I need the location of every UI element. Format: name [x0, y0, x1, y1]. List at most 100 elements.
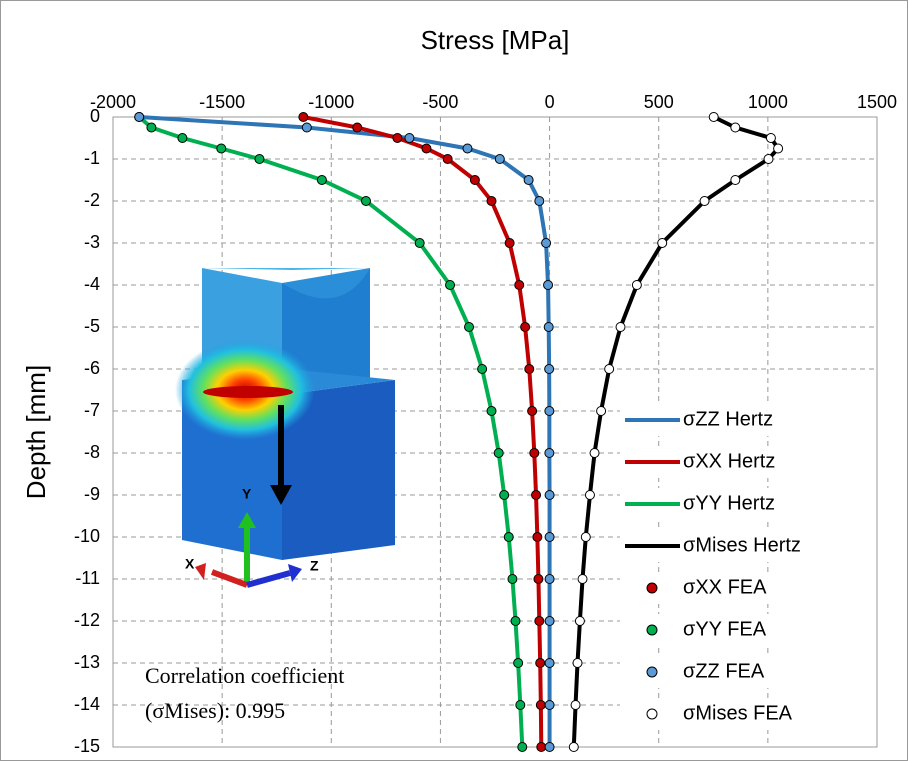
- y-tick-label: -11: [75, 568, 100, 588]
- data-point: [302, 123, 311, 132]
- legend-swatch: [647, 583, 657, 593]
- data-point: [528, 407, 537, 416]
- data-point: [515, 281, 524, 290]
- data-point: [545, 575, 554, 584]
- x-tick-label: 1500: [857, 92, 897, 112]
- data-point: [536, 701, 545, 710]
- y-tick-label: -4: [84, 274, 100, 294]
- chart-title: Stress [MPa]: [421, 25, 570, 55]
- y-axis-label: Depth [mm]: [21, 365, 51, 499]
- data-point: [573, 659, 582, 668]
- data-point: [361, 197, 370, 206]
- data-point: [597, 407, 606, 416]
- data-point: [415, 239, 424, 248]
- data-point: [495, 155, 504, 164]
- y-tick-label: -5: [84, 316, 100, 336]
- data-point: [511, 617, 520, 626]
- data-point: [578, 575, 587, 584]
- legend-label: σMises FEA: [683, 702, 793, 724]
- y-tick-label: -6: [84, 358, 100, 378]
- data-point: [524, 176, 533, 185]
- data-point: [299, 113, 308, 122]
- data-point: [422, 144, 431, 153]
- data-point: [632, 281, 641, 290]
- data-point: [545, 659, 554, 668]
- x-tick-label: 500: [644, 92, 674, 112]
- y-tick-label: 0: [90, 106, 100, 126]
- y-tick-label: -13: [74, 652, 100, 672]
- y-tick-label: -7: [84, 400, 100, 420]
- data-point: [532, 491, 541, 500]
- data-point: [575, 617, 584, 626]
- data-point: [581, 533, 590, 542]
- data-point: [317, 176, 326, 185]
- data-point: [500, 491, 509, 500]
- data-point: [443, 155, 452, 164]
- data-point: [700, 197, 709, 206]
- legend-label: σYY Hertz: [683, 492, 775, 514]
- data-point: [545, 491, 554, 500]
- x-tick-label: -1500: [199, 92, 245, 112]
- data-point: [504, 533, 513, 542]
- legend-label: σXX Hertz: [683, 450, 775, 472]
- data-point: [446, 281, 455, 290]
- data-point: [616, 323, 625, 332]
- data-point: [494, 449, 503, 458]
- data-point: [516, 701, 525, 710]
- annotation: Correlation coefficient: [145, 663, 344, 688]
- data-point: [465, 323, 474, 332]
- x-tick-label: 0: [545, 92, 555, 112]
- inset-image: X Y Z: [175, 268, 395, 585]
- data-point: [766, 134, 775, 143]
- data-point: [545, 743, 554, 752]
- data-point: [487, 407, 496, 416]
- y-tick-label: -3: [84, 232, 100, 252]
- data-point: [569, 743, 578, 752]
- data-point: [590, 449, 599, 458]
- data-point: [545, 533, 554, 542]
- data-point: [135, 113, 144, 122]
- data-point: [518, 743, 527, 752]
- data-point: [505, 239, 514, 248]
- data-point: [545, 449, 554, 458]
- y-tick-label: -9: [84, 484, 100, 504]
- y-tick-label: -2: [84, 190, 100, 210]
- inset-label: Y: [242, 486, 252, 502]
- data-point: [147, 123, 156, 132]
- data-point: [764, 155, 773, 164]
- x-tick-label: -1000: [308, 92, 354, 112]
- legend-swatch: [647, 709, 657, 719]
- data-point: [536, 659, 545, 668]
- data-point: [544, 281, 553, 290]
- legend-label: σMises Hertz: [683, 534, 801, 556]
- data-point: [535, 617, 544, 626]
- data-point: [542, 239, 551, 248]
- y-tick-label: -1: [84, 148, 100, 168]
- data-point: [530, 449, 539, 458]
- legend-swatch: [647, 667, 657, 677]
- data-point: [774, 144, 783, 153]
- y-tick-label: -10: [74, 526, 100, 546]
- y-tick-label: -8: [84, 442, 100, 462]
- data-point: [658, 239, 667, 248]
- data-point: [525, 365, 534, 374]
- data-point: [535, 197, 544, 206]
- chart: -2000-1500-1000-5000500100015000-1-2-3-4…: [0, 0, 908, 761]
- data-point: [508, 575, 517, 584]
- legend-label: σZZ FEA: [683, 660, 765, 682]
- data-point: [534, 575, 543, 584]
- legend-label: σXX FEA: [683, 576, 767, 598]
- data-point: [178, 134, 187, 143]
- data-point: [545, 407, 554, 416]
- data-point: [605, 365, 614, 374]
- inset-label: X: [185, 556, 195, 572]
- data-point: [478, 365, 487, 374]
- y-tick-label: -14: [74, 694, 100, 714]
- y-tick-label: -15: [74, 736, 100, 756]
- x-tick-label: 1000: [748, 92, 788, 112]
- data-point: [514, 659, 523, 668]
- data-point: [487, 197, 496, 206]
- inset-label: Z: [310, 558, 319, 574]
- data-point: [463, 144, 472, 153]
- data-point: [585, 491, 594, 500]
